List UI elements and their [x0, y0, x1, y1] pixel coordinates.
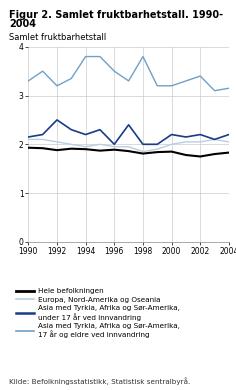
Text: 2004: 2004	[9, 19, 36, 29]
Text: Figur 2. Samlet fruktbarhetstall. 1990-: Figur 2. Samlet fruktbarhetstall. 1990-	[9, 10, 223, 20]
Legend: Hele befolkningen, Europa, Nord-Amerika og Oseania, Asia med Tyrkia, Afrika og S: Hele befolkningen, Europa, Nord-Amerika …	[16, 288, 179, 338]
Text: Samlet fruktbarhetstall: Samlet fruktbarhetstall	[9, 33, 107, 42]
Text: Kilde: Befolkningsstatistikk, Statistisk sentralbyrå.: Kilde: Befolkningsstatistikk, Statistisk…	[9, 378, 191, 385]
